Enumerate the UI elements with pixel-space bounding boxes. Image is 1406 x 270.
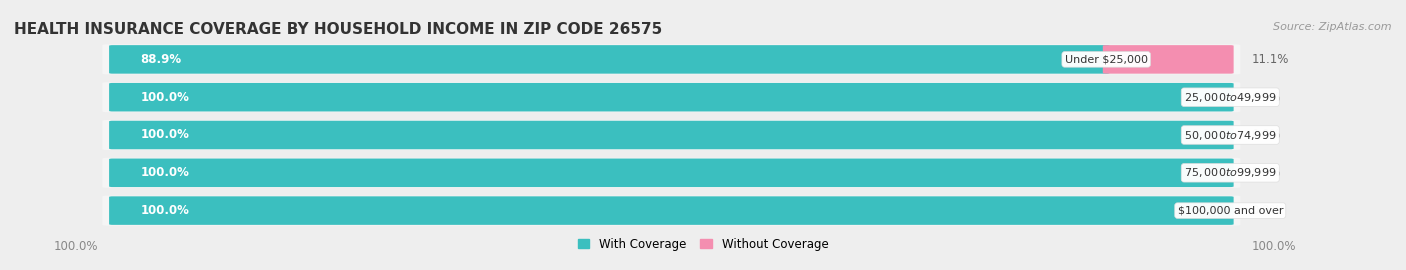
FancyBboxPatch shape [110, 121, 1233, 149]
FancyBboxPatch shape [103, 44, 1240, 75]
Text: 100.0%: 100.0% [141, 204, 190, 217]
Text: $25,000 to $49,999: $25,000 to $49,999 [1184, 91, 1277, 104]
Text: 100.0%: 100.0% [53, 240, 98, 253]
FancyBboxPatch shape [103, 82, 1240, 112]
Text: 100.0%: 100.0% [141, 129, 190, 141]
Text: 11.1%: 11.1% [1251, 53, 1289, 66]
FancyBboxPatch shape [103, 120, 1240, 150]
FancyBboxPatch shape [110, 196, 1233, 225]
FancyBboxPatch shape [110, 83, 1233, 112]
FancyBboxPatch shape [110, 45, 1109, 74]
FancyBboxPatch shape [103, 158, 1240, 188]
Text: 0.0%: 0.0% [1251, 91, 1281, 104]
Legend: With Coverage, Without Coverage: With Coverage, Without Coverage [578, 238, 828, 251]
Text: HEALTH INSURANCE COVERAGE BY HOUSEHOLD INCOME IN ZIP CODE 26575: HEALTH INSURANCE COVERAGE BY HOUSEHOLD I… [14, 22, 662, 37]
FancyBboxPatch shape [1102, 45, 1233, 74]
FancyBboxPatch shape [103, 195, 1240, 226]
Text: 100.0%: 100.0% [141, 166, 190, 179]
Text: 0.0%: 0.0% [1251, 166, 1281, 179]
Text: 0.0%: 0.0% [1251, 204, 1281, 217]
FancyBboxPatch shape [110, 158, 1233, 187]
Text: $75,000 to $99,999: $75,000 to $99,999 [1184, 166, 1277, 179]
Text: 0.0%: 0.0% [1251, 129, 1281, 141]
Text: 100.0%: 100.0% [141, 91, 190, 104]
Text: $50,000 to $74,999: $50,000 to $74,999 [1184, 129, 1277, 141]
Text: $100,000 and over: $100,000 and over [1177, 205, 1284, 216]
Text: Under $25,000: Under $25,000 [1064, 54, 1147, 65]
Text: 88.9%: 88.9% [141, 53, 181, 66]
Text: Source: ZipAtlas.com: Source: ZipAtlas.com [1274, 22, 1392, 32]
Text: 100.0%: 100.0% [1251, 240, 1296, 253]
